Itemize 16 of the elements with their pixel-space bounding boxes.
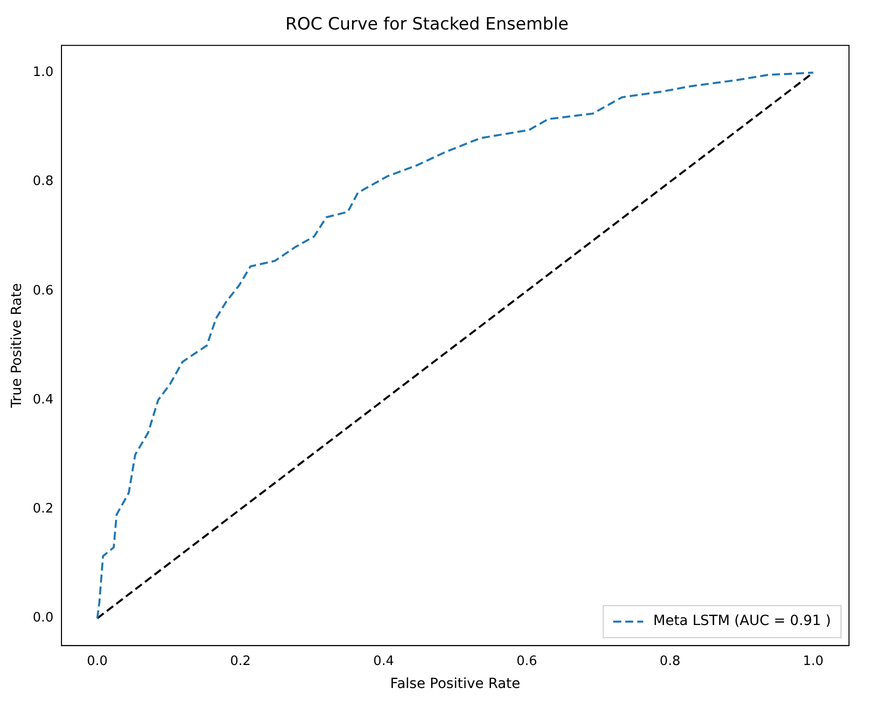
y-tick-label: 0.2: [32, 502, 54, 517]
y-tick-label: 0.0: [32, 610, 54, 626]
y-tick-label: 0.4: [32, 392, 54, 408]
y-tick-label: 1.0: [32, 65, 54, 80]
x-axis-title: False Positive Rate: [390, 676, 520, 692]
chart-title: ROC Curve for Stacked Ensemble: [285, 14, 569, 35]
x-tick-label: 0.8: [660, 654, 680, 669]
x-tick-label: 0.0: [86, 654, 108, 669]
x-tick-label: 1.0: [802, 654, 824, 669]
y-axis-title: True Positive Rate: [9, 283, 26, 409]
x-tick-label: 0.4: [373, 654, 394, 669]
x-tick-label: 0.6: [516, 654, 538, 669]
legend-label: Meta LSTM (AUC = 0.91 ): [653, 613, 832, 630]
x-tick-label: 0.2: [230, 654, 251, 669]
y-tick-label: 0.8: [32, 174, 54, 190]
y-tick-label: 0.6: [32, 283, 54, 298]
